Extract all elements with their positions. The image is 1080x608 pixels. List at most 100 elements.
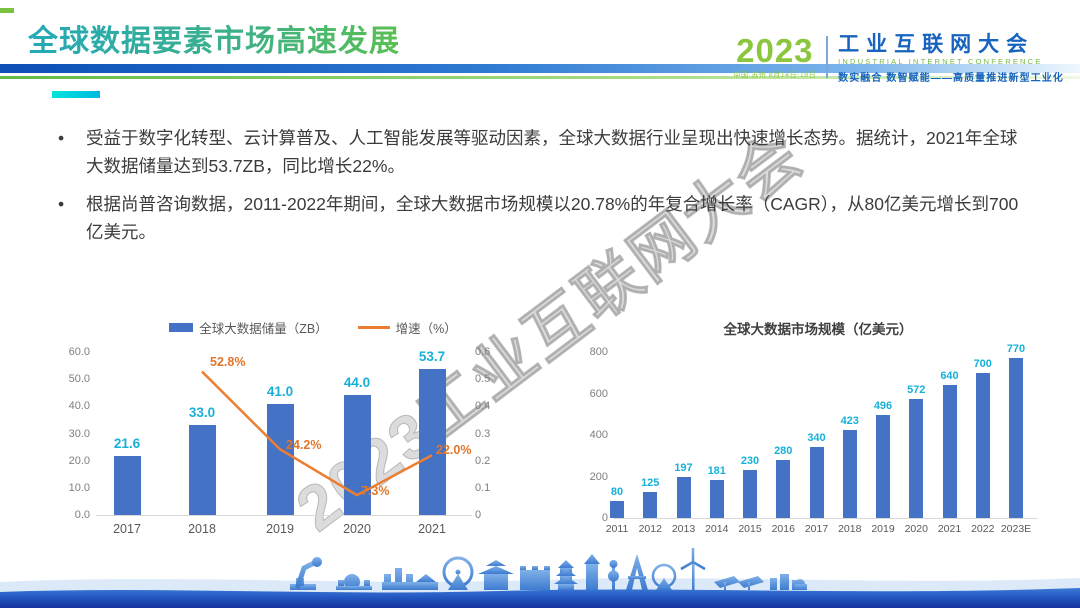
logo-name-block: 工业互联网大会 INDUSTRIAL INTERNET CONFERENCE 数… [838, 34, 1064, 84]
y-axis-tick-right: 0.5 [475, 373, 491, 386]
market-bar-value: 572 [907, 384, 926, 397]
y-axis-tick-left: 40.0 [68, 400, 90, 413]
storage-bar-value: 41.0 [266, 383, 294, 399]
market-bar-value: 423 [840, 415, 859, 428]
y-axis-tick-left: 0.0 [74, 509, 90, 522]
y-axis-tick: 800 [589, 346, 608, 358]
market-bar [909, 399, 924, 518]
x-axis-category: 2014 [705, 523, 729, 535]
legend-line-label: 增速（%） [395, 322, 457, 336]
cyan-dash [52, 91, 100, 98]
x-axis-category: 2021 [937, 523, 962, 535]
market-bar-value: 125 [641, 477, 660, 490]
x-axis-line [96, 515, 472, 516]
y-axis-tick-left: 20.0 [68, 454, 90, 467]
y-axis-tick-right: 0.4 [475, 400, 491, 413]
x-axis-category: 2019 [871, 523, 895, 535]
x-axis-category: 2020 [904, 523, 928, 535]
x-axis-category: 2019 [266, 522, 294, 536]
storage-bar-value: 53.7 [418, 349, 446, 365]
storage-bar-value: 33.0 [188, 405, 216, 421]
bullet-list: 受益于数字化转型、云计算普及、人工智能发展等驱动因素，全球大数据行业呈现出快速增… [50, 124, 1025, 255]
market-bar [942, 385, 957, 518]
legend-item-storage: 全球大数据储量（ZB） [169, 318, 328, 337]
market-bar [1009, 358, 1023, 518]
logo-divider [826, 36, 829, 78]
storage-bar [418, 369, 446, 515]
growth-point-label: 7.3% [361, 484, 390, 498]
y-axis-tick: 0 [601, 512, 608, 524]
y-axis-tick-right: 0.3 [475, 427, 491, 440]
chart-legend: 全球大数据储量（ZB） 增速（%） [88, 318, 538, 337]
y-axis-tick-right: 0.2 [475, 454, 491, 467]
market-bar [842, 430, 857, 518]
x-axis-category: 2018 [838, 523, 862, 535]
chart-title: 全球大数据市场规模（亿美元） [723, 322, 913, 337]
storage-bar-value: 44.0 [343, 375, 371, 391]
page-title: 全球数据要素市场高速发展 [28, 16, 400, 60]
market-bar [743, 470, 757, 518]
y-axis-tick-left: 10.0 [68, 482, 90, 494]
market-bar-value: 340 [807, 432, 826, 445]
x-axis-category: 2022 [971, 523, 995, 535]
x-axis-line [614, 518, 1038, 519]
x-axis-category: 2011 [605, 523, 629, 535]
market-bar [776, 459, 791, 518]
market-bar-value: 496 [873, 400, 893, 413]
legend-line-swatch [357, 326, 390, 329]
logo-name-en: INDUSTRIAL INTERNET CONFERENCE [838, 57, 1043, 66]
corner-green-dash [0, 8, 14, 13]
x-axis-category: 2017 [113, 522, 141, 536]
y-axis-tick-left: 60.0 [68, 346, 90, 358]
market-bar [975, 372, 990, 518]
logo-venue: 中国·苏州 8月14日-18日 [733, 72, 817, 79]
market-bar [809, 447, 824, 518]
storage-bar [188, 425, 216, 515]
market-bar [643, 492, 658, 518]
storage-bar-value: 21.6 [113, 436, 141, 452]
market-bar [709, 480, 724, 518]
header-divider-green [0, 76, 1080, 79]
x-axis-category: 2015 [738, 523, 762, 535]
logo-slogan: 数实融合 数智赋能——高质量推进新型工业化 [838, 73, 1064, 84]
market-bar [876, 415, 890, 518]
growth-line [201, 370, 433, 497]
y-axis-tick-right: 0.1 [475, 482, 491, 494]
market-bar-value: 230 [740, 455, 760, 468]
market-bar [676, 477, 691, 518]
y-axis-tick-right: 0 [475, 509, 482, 522]
legend-bar-swatch [169, 323, 194, 332]
skyline-buildings [290, 548, 807, 590]
logo-year: 2023 [736, 32, 814, 69]
x-axis-category: 2016 [771, 523, 795, 535]
y-axis-tick-right: 0.6 [475, 346, 491, 358]
x-axis-category: 2020 [343, 522, 371, 536]
x-axis-category: 2018 [188, 522, 216, 536]
market-bar-value: 280 [774, 444, 793, 457]
city-skyline-decoration [0, 548, 1080, 608]
x-axis-category: 2021 [418, 522, 446, 536]
market-bar-value: 700 [973, 357, 992, 370]
chart-big-data-storage: 全球大数据储量（ZB） 增速（%） 60.0 50.0 40.0 30.0 20.0 10… [58, 310, 508, 545]
market-bar-value: 640 [940, 370, 959, 383]
market-bar-value: 181 [707, 465, 726, 478]
market-bar [610, 501, 624, 518]
y-axis-tick: 400 [589, 429, 608, 441]
market-bar-value: 80 [610, 486, 624, 499]
logo-name-cn: 工业互联网大会 [838, 33, 1035, 56]
growth-point-label: 52.8% [210, 355, 246, 369]
x-axis-category: 2023E [1000, 523, 1032, 535]
y-axis-tick: 600 [589, 387, 608, 400]
growth-point-label: 24.2% [286, 438, 322, 452]
market-bar-value: 770 [1006, 343, 1026, 356]
x-axis-category: 2013 [671, 523, 696, 535]
market-bar-value: 197 [674, 462, 693, 475]
y-axis-tick: 200 [589, 470, 608, 483]
growth-point-label: 22.0% [436, 443, 472, 457]
chart-market-size: 全球大数据市场规模（亿美元） 800 600 400 200 0 80 2011 125 201… [562, 312, 1074, 545]
logo-year-block: 2023 中国·苏州 8月14日-18日 [734, 34, 817, 80]
bullet-item: 根据尚普咨询数据，2011-2022年期间，全球大数据市场规模以20.78%的年… [50, 190, 1025, 247]
legend-item-growth: 增速（%） [357, 318, 457, 337]
storage-bar [113, 456, 141, 515]
